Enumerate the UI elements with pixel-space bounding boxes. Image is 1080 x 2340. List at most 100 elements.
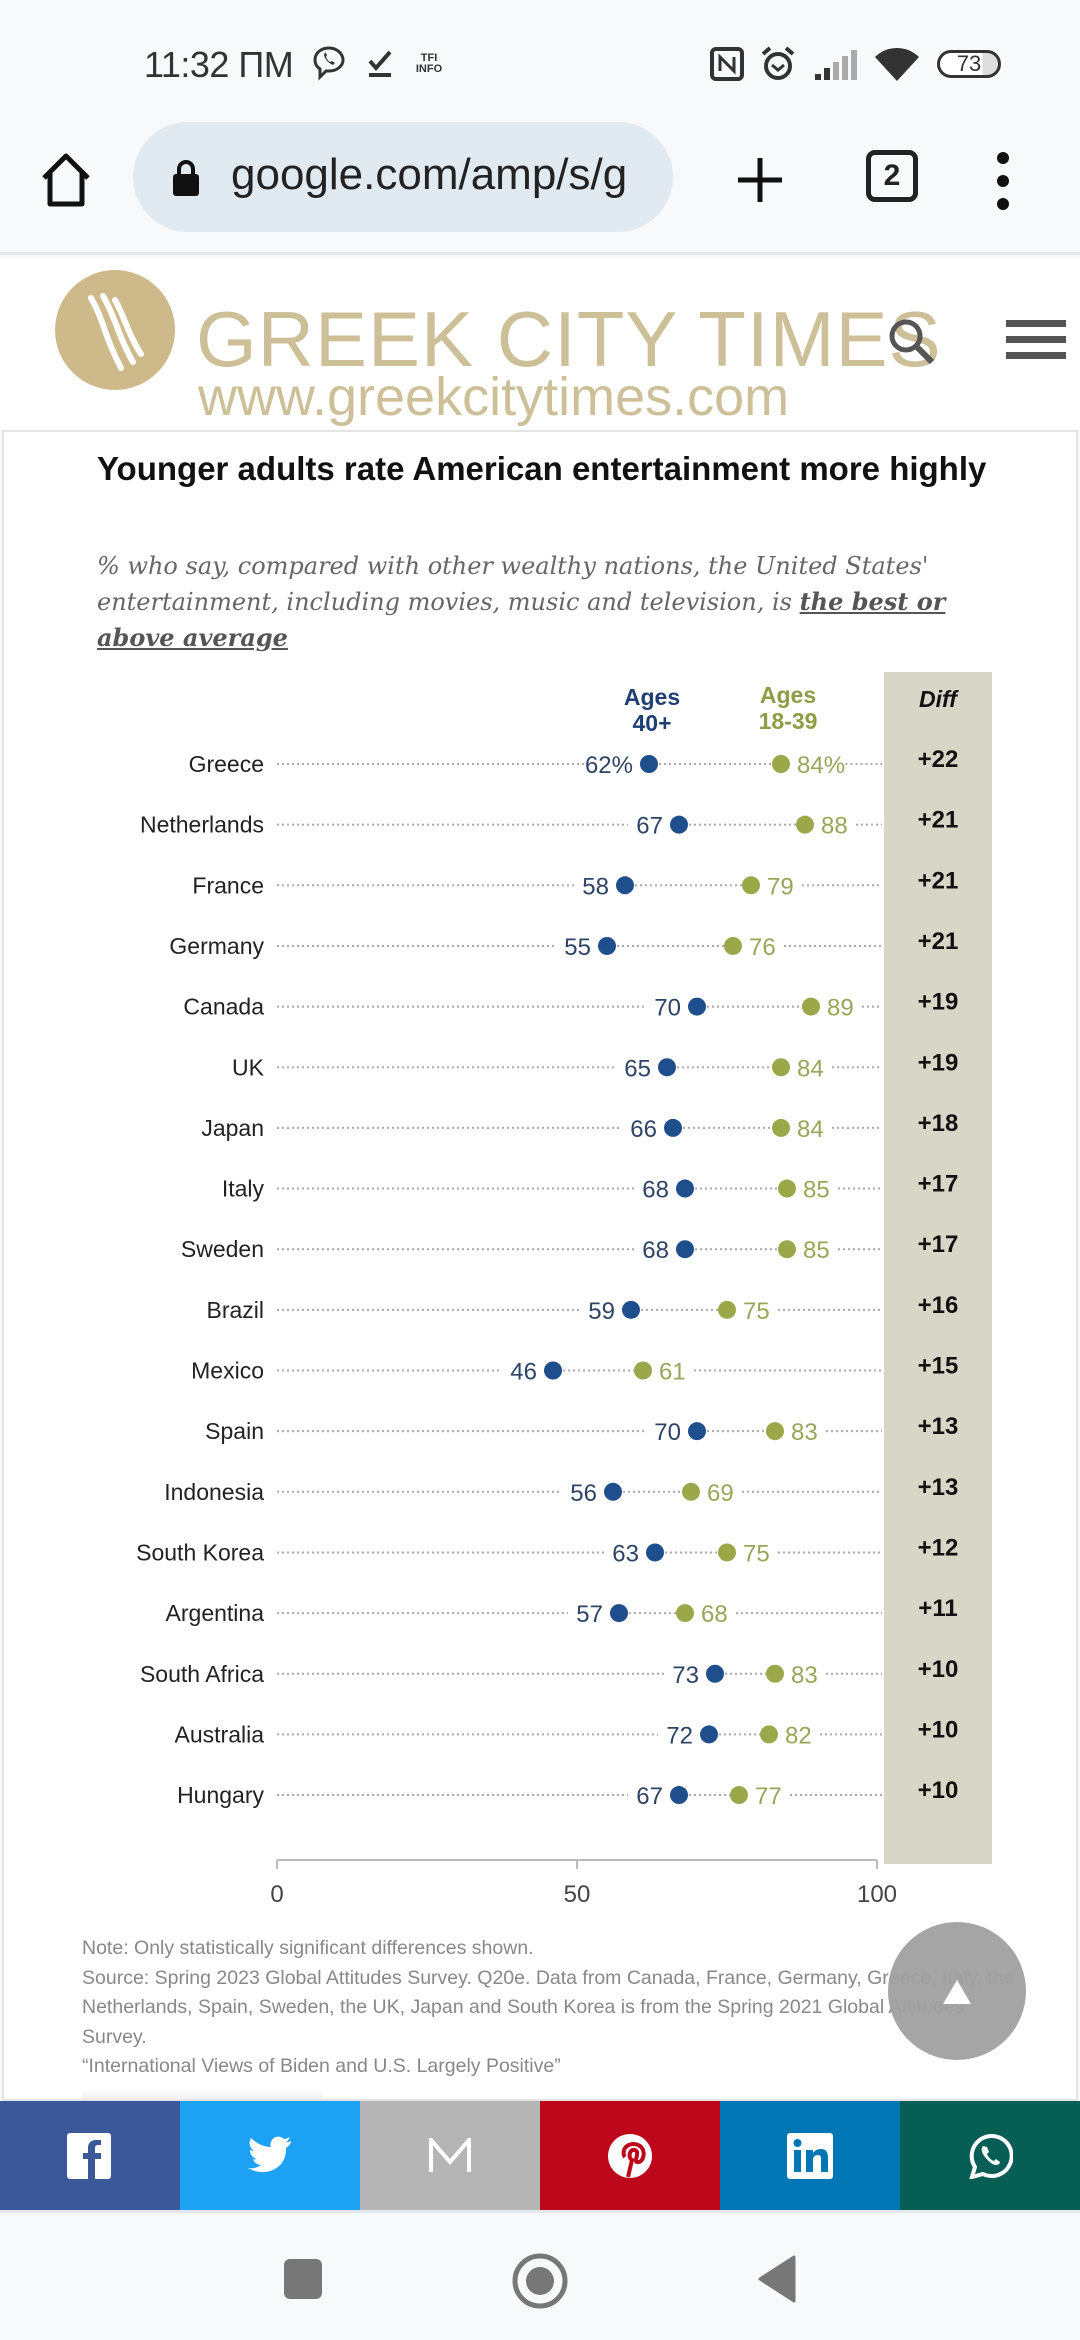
dot-ages-18-39 [772,755,790,773]
country-label: France [192,872,264,898]
dot-ages-40-plus [706,1664,724,1683]
article-content: Younger adults rate American entertainme… [2,430,1078,2101]
x-tick-label: 50 [564,1881,591,1908]
value-label-ages-18-39: 89 [827,995,854,1022]
lock-icon [171,158,201,198]
chart-subtitle-text: % who say, compared with other wealthy n… [97,552,929,616]
value-label-ages-40-plus: 66 [630,1116,657,1143]
share-whatsapp-button[interactable] [900,2101,1080,2210]
battery-level: 73 [937,50,1001,78]
dot-ages-18-39 [742,876,760,895]
value-label-ages-18-39: 69 [707,1480,734,1507]
legend-ages-18-line1: Ages [759,682,817,708]
browser-menu-button[interactable] [990,148,1016,214]
value-label-ages-40-plus: 65 [624,1055,651,1082]
new-tab-button[interactable] [730,150,790,210]
share-bar [0,2101,1080,2210]
home-circle-icon [512,2253,568,2309]
country-label: South Africa [140,1661,264,1687]
scroll-to-top-button[interactable] [888,1922,1026,2060]
value-label-ages-40-plus: 70 [654,1419,681,1446]
dot-ages-18-39 [772,1058,790,1077]
menu-button[interactable] [1006,318,1066,362]
site-logo-title[interactable]: GREEK CITY TIMES [196,295,942,383]
alarm-icon [758,44,798,84]
dot-ages-40-plus [610,1604,628,1623]
country-label: UK [232,1054,265,1080]
arrow-up-icon [943,1980,971,2004]
value-label-ages-40-plus: 59 [588,1298,615,1325]
share-gmail-button[interactable] [360,2101,540,2210]
legend-ages-40-line1: Ages [623,684,681,710]
recents-button[interactable] [282,2257,324,2299]
recents-icon [284,2259,322,2299]
value-label-ages-40-plus: 67 [636,813,663,840]
share-linkedin-button[interactable] [720,2101,900,2210]
site-logo-url: www.greekcitytimes.com [198,367,790,427]
value-label-ages-40-plus: 67 [636,1783,663,1810]
home-nav-button[interactable] [510,2251,570,2311]
value-label-ages-18-39: 77 [755,1783,782,1810]
url-text[interactable]: google.com/amp/s/g [231,150,628,199]
back-icon [758,2255,796,2303]
share-facebook-button[interactable] [0,2101,180,2210]
back-button[interactable] [754,2255,800,2303]
diff-value: +21 [918,867,959,894]
share-twitter-button[interactable] [180,2101,360,2210]
country-label: Greece [189,751,264,777]
value-label-ages-18-39: 84 [797,1055,824,1082]
status-time: 11:32 ПМ [144,44,294,85]
battery-icon: 73 [936,44,1002,84]
value-label-ages-18-39: 75 [743,1540,770,1567]
viber-icon [306,44,352,84]
x-tick-label: 100 [857,1881,897,1908]
legend-ages-18-line2: 18-39 [758,708,818,734]
chart-title: Younger adults rate American entertainme… [97,450,987,487]
country-label: Italy [222,1176,265,1202]
diff-value: +10 [918,1656,959,1683]
value-label-ages-18-39: 85 [803,1237,830,1264]
country-label: Spain [205,1418,264,1444]
value-label-ages-18-39: 79 [767,873,794,900]
diff-column-header: Diff [919,686,957,712]
value-label-ages-40-plus: 55 [564,934,591,961]
diff-value: +19 [918,989,959,1016]
diff-value: +18 [918,1110,959,1137]
share-pinterest-button[interactable] [540,2101,720,2210]
value-label-ages-40-plus: 72 [666,1722,693,1749]
wifi-icon [872,44,922,84]
diff-value: +22 [918,746,959,773]
country-label: Japan [201,1115,264,1141]
download-done-icon [362,44,398,84]
value-label-ages-40-plus: 62% [585,752,633,779]
dot-ages-18-39 [718,1543,736,1562]
diff-value: +19 [918,1049,959,1076]
pinterest-icon [608,2133,652,2178]
country-label: Australia [175,1721,265,1747]
search-button[interactable] [884,314,940,370]
value-label-ages-18-39: 84% [797,752,845,779]
legend-ages-18-39: Ages 18-39 [728,682,848,734]
chart-subtitle-emphasis: the best or above average [97,587,946,652]
dot-ages-18-39 [802,997,820,1016]
value-label-ages-40-plus: 56 [570,1480,597,1507]
dot-ages-40-plus [544,1361,562,1380]
diff-value: +17 [918,1171,959,1198]
facebook-icon [67,2132,111,2179]
value-label-ages-18-39: 85 [803,1177,830,1204]
address-bar[interactable]: google.com/amp/s/g [133,122,673,232]
value-label-ages-40-plus: 58 [582,873,609,900]
dot-ages-40-plus [604,1482,622,1501]
country-label: Hungary [177,1782,264,1808]
diff-value: +13 [918,1413,959,1440]
diff-value: +17 [918,1231,959,1258]
chart-notes: Note: Only statistically significant dif… [82,1934,1022,2082]
value-label-ages-40-plus: 73 [672,1662,699,1689]
tab-switcher-button[interactable]: 2 [866,150,918,202]
home-button[interactable] [36,150,96,210]
whatsapp-icon [969,2133,1013,2179]
country-label: Argentina [166,1600,265,1626]
value-label-ages-40-plus: 57 [576,1601,603,1628]
site-logo-icon[interactable] [55,270,175,390]
legend-ages-40-line2: 40+ [632,710,672,736]
